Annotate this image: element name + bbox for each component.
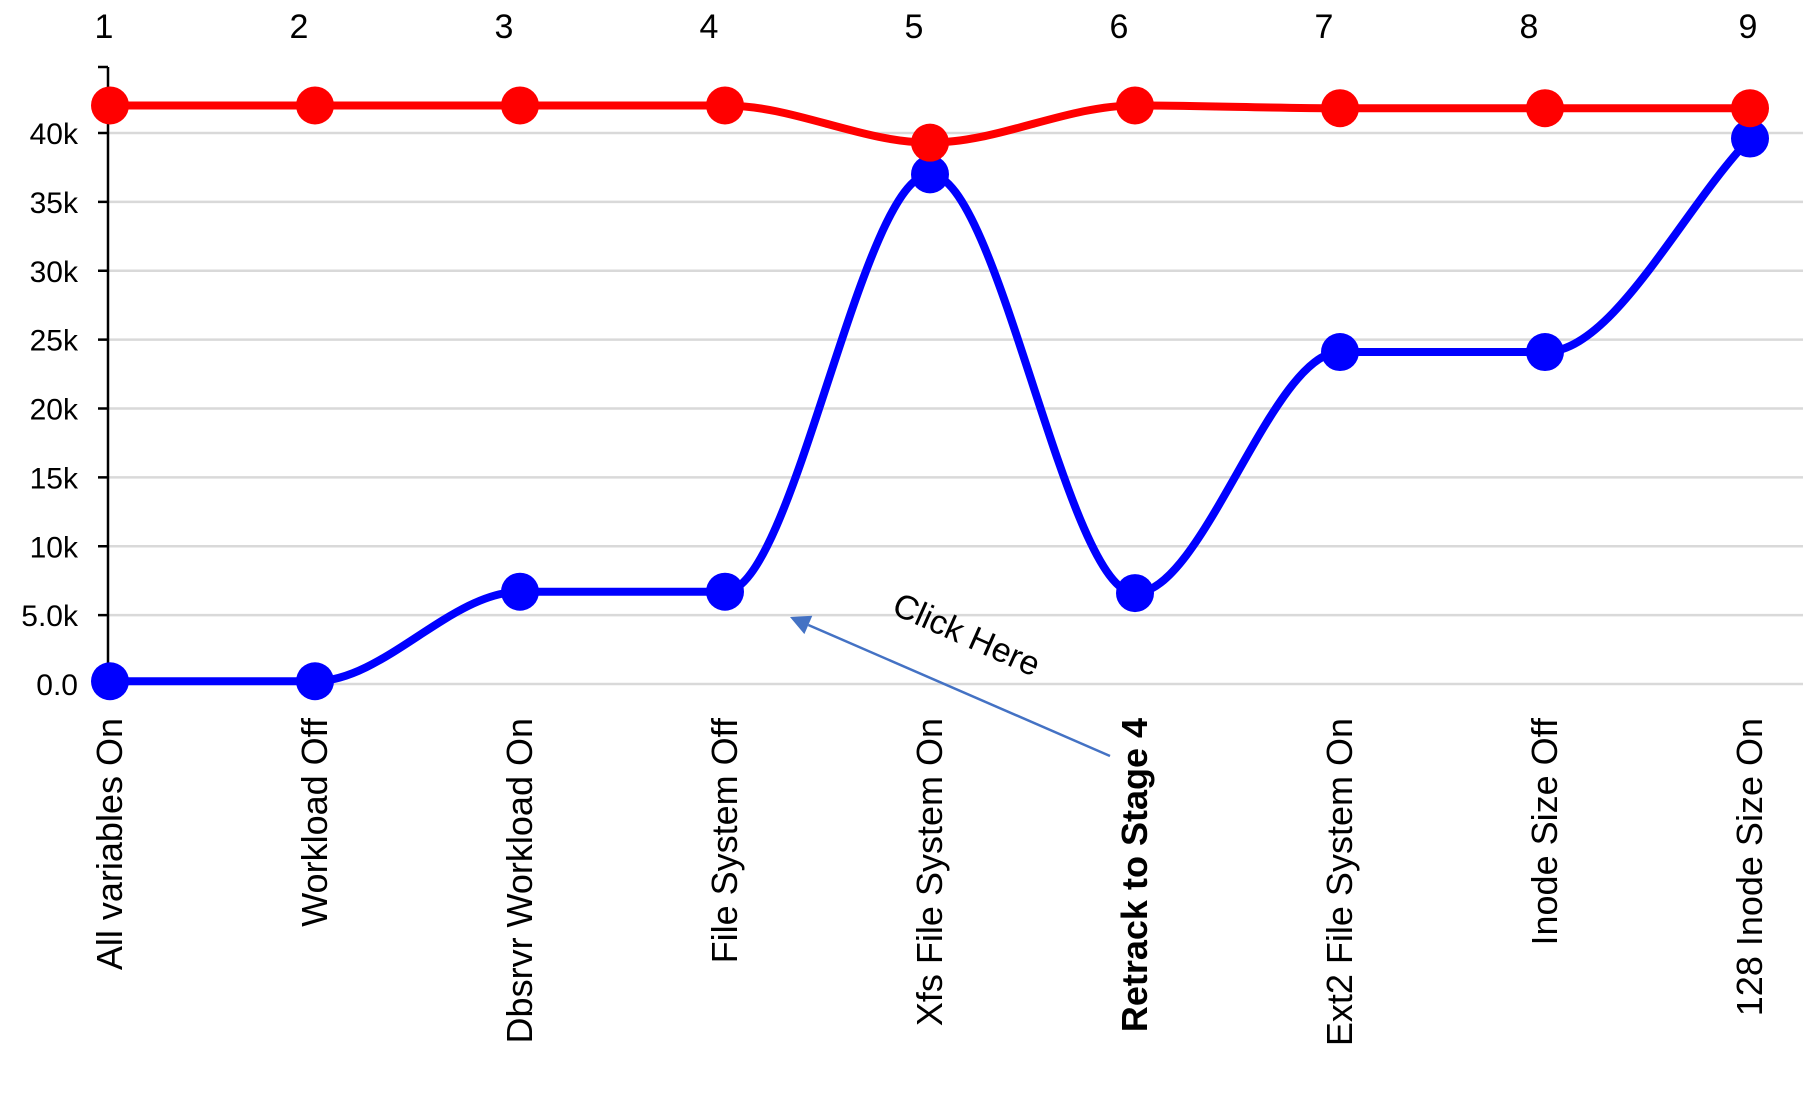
stage-number: 4 bbox=[700, 8, 719, 46]
stage-number: 8 bbox=[1520, 8, 1539, 46]
category-label: File System Off bbox=[704, 717, 745, 963]
data-point bbox=[296, 662, 334, 701]
data-point bbox=[296, 86, 334, 125]
category-label: All variables On bbox=[89, 718, 130, 970]
stage-number: 1 bbox=[95, 8, 114, 46]
y-axis: 0.0 5.0k 10k 15k 20k 25k 30k 35k 40k bbox=[21, 65, 110, 702]
data-point bbox=[501, 572, 539, 611]
stage-number: 2 bbox=[290, 8, 309, 46]
category-label: Retrack to Stage 4 bbox=[1114, 718, 1155, 1032]
y-tick-label: 0.0 bbox=[36, 669, 78, 702]
data-point bbox=[1526, 89, 1564, 128]
stage-number: 6 bbox=[1110, 8, 1129, 46]
data-point bbox=[501, 86, 539, 125]
y-tick-label: 10k bbox=[30, 531, 79, 564]
y-tick-label: 20k bbox=[30, 394, 79, 427]
y-tick-label: 5.0k bbox=[21, 600, 79, 633]
series-line bbox=[106, 134, 1754, 686]
stage-number: 7 bbox=[1315, 8, 1334, 46]
category-label: Dbsrvr Workload On bbox=[499, 718, 540, 1043]
data-point bbox=[706, 572, 744, 611]
data-point bbox=[1116, 86, 1154, 125]
data-point bbox=[1321, 89, 1359, 128]
category-label: Workload Off bbox=[294, 717, 335, 927]
data-point bbox=[1116, 574, 1154, 613]
y-tick-label: 30k bbox=[30, 256, 79, 289]
stage-number: 3 bbox=[495, 8, 514, 46]
data-point bbox=[911, 155, 949, 194]
gridlines bbox=[108, 131, 1803, 686]
data-point bbox=[91, 86, 129, 125]
x-axis-labels: All variables On Workload Off Dbsrvr Workl… bbox=[89, 717, 1770, 1046]
category-label: Xfs File System On bbox=[909, 718, 950, 1026]
series-red bbox=[91, 86, 1769, 162]
category-label: 128 Inode Size On bbox=[1729, 718, 1770, 1016]
data-point bbox=[706, 86, 744, 125]
y-tick-label: 25k bbox=[30, 325, 79, 358]
data-point bbox=[1731, 89, 1769, 128]
data-point bbox=[911, 123, 949, 162]
series-blue bbox=[91, 119, 1769, 701]
annotation-arrowhead bbox=[790, 615, 813, 635]
category-label: Ext2 File System On bbox=[1319, 718, 1360, 1046]
data-point bbox=[91, 662, 129, 701]
series bbox=[91, 86, 1769, 701]
y-tick-label: 15k bbox=[30, 462, 79, 495]
y-tick-label: 40k bbox=[30, 118, 79, 151]
data-point bbox=[1526, 333, 1564, 372]
stage-numbers: 1 2 3 4 5 6 7 8 9 bbox=[95, 8, 1758, 46]
data-point bbox=[1321, 333, 1359, 372]
annotation-arrow-line bbox=[807, 623, 1111, 758]
y-tick-label: 35k bbox=[30, 187, 79, 220]
stage-number: 9 bbox=[1739, 8, 1758, 46]
click-here-annotation: Click Here bbox=[790, 586, 1111, 758]
data-point bbox=[1731, 119, 1769, 158]
stage-number: 5 bbox=[905, 8, 924, 46]
category-label: Inode Size Off bbox=[1524, 717, 1565, 945]
